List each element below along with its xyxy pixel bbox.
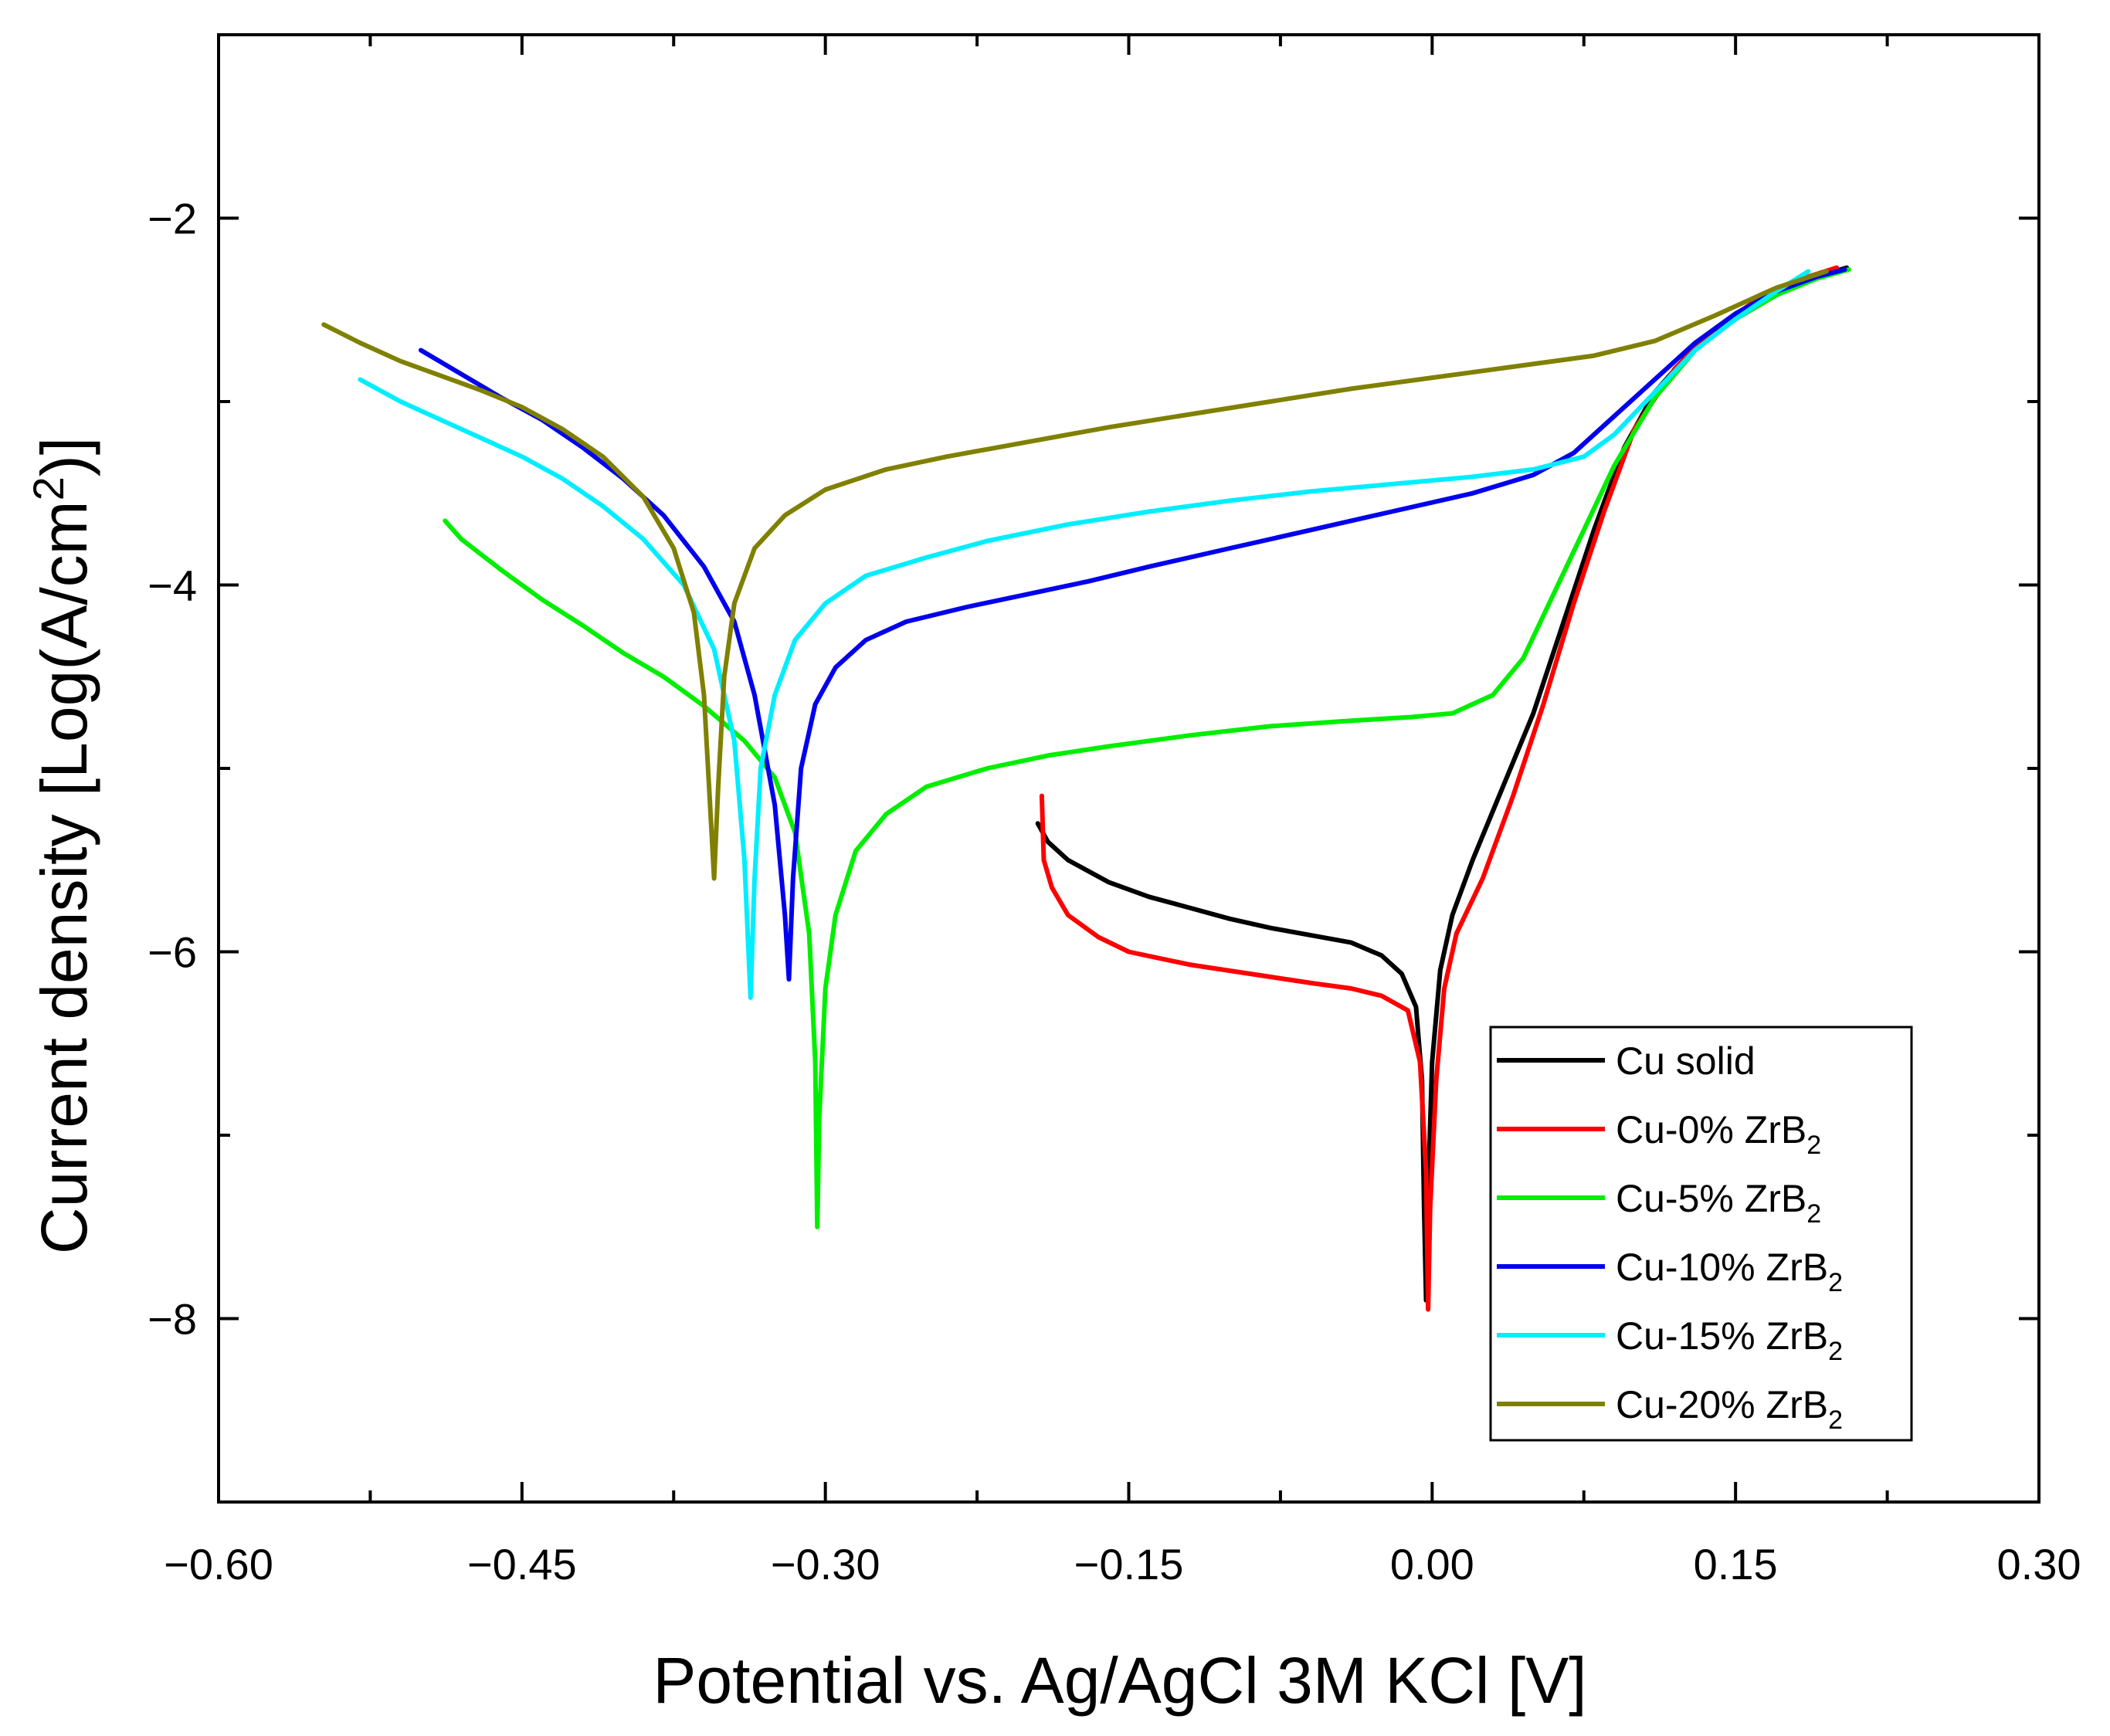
series-line-6 (321, 269, 1829, 881)
y-axis-title-main: Current density [Log(A/cm (28, 500, 100, 1254)
x-tick-label: −0.30 (771, 1540, 880, 1589)
legend-label-4: Cu-10% ZrB2 (1616, 1246, 1843, 1297)
y-tick-labels: −2 −4 −6 −8 (148, 195, 197, 1344)
legend-label-5: Cu-15% ZrB2 (1616, 1314, 1843, 1366)
x-tick-label: 0.15 (1694, 1540, 1778, 1589)
series-line-4 (418, 267, 1847, 982)
y-axis-title: Current density [Log(A/cm2)] (24, 437, 100, 1254)
x-tick-label: 0.30 (1997, 1540, 2081, 1589)
legend-label-6: Cu-20% ZrB2 (1616, 1383, 1843, 1435)
series-lines (321, 265, 1851, 1312)
y-tick-label: −6 (148, 928, 197, 977)
plot-frame (217, 33, 2040, 1504)
legend: Cu solid Cu-0% ZrB2 Cu-5% ZrB2 Cu-10% ZrB2 C… (1489, 1026, 1913, 1442)
y-tick-label: −2 (148, 195, 197, 243)
y-axis-title-sup: 2 (24, 476, 73, 500)
x-tick-label: 0.00 (1390, 1540, 1474, 1589)
y-axis-title-tail: )] (28, 437, 100, 476)
x-tick-label: −0.15 (1074, 1540, 1184, 1589)
legend-box (1489, 1026, 1913, 1442)
legend-label-3: Cu-5% ZrB2 (1616, 1177, 1821, 1229)
legend-label-2: Cu-0% ZrB2 (1616, 1108, 1821, 1160)
series-line-3 (443, 267, 1851, 1229)
x-tick-label: −0.45 (467, 1540, 577, 1589)
legend-label-1: Cu solid (1616, 1039, 1756, 1083)
y-tick-label: −8 (148, 1295, 197, 1344)
y-tick-label: −4 (148, 561, 197, 610)
x-tick-label: −0.60 (164, 1540, 273, 1589)
x-axis-title: Potential vs. Ag/AgCl 3M KCl [V] (653, 1644, 1586, 1717)
legend-items: Cu solid Cu-0% ZrB2 Cu-5% ZrB2 Cu-10% ZrB2 C… (1497, 1039, 1843, 1435)
x-tick-labels: −0.60 −0.45 −0.30 −0.15 0.00 0.15 0.30 (164, 1540, 2081, 1589)
series-line-5 (358, 269, 1811, 1000)
